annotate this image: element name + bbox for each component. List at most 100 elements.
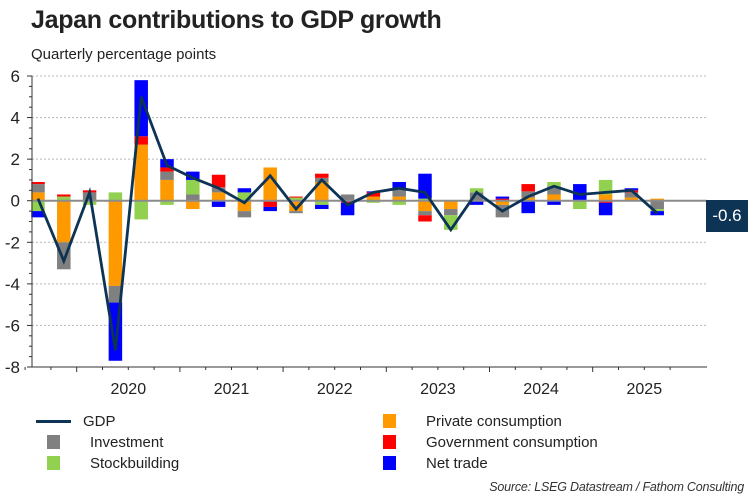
legend-item-private-consumption: Private consumption xyxy=(383,411,562,431)
bar-private-consumption-2022q2 xyxy=(315,182,329,201)
bar-net-trade-2024q4 xyxy=(573,184,587,201)
bar-investment-2022q1 xyxy=(289,211,303,214)
chart-subtitle: Quarterly percentage points xyxy=(31,46,217,63)
bar-stockbuilding-2020q1 xyxy=(82,200,97,205)
bar-government-consumption-2022q3 xyxy=(340,200,355,203)
gdp-latest-value-label: -0.6 xyxy=(706,200,748,232)
bar-stockbuilding-2024q3 xyxy=(547,182,561,187)
bar-government-consumption-2022q2 xyxy=(315,173,329,178)
bar-stockbuilding-2019q3 xyxy=(31,200,45,212)
bar-private-consumption-2025q2 xyxy=(624,197,639,201)
bar-stockbuilding-2022q4 xyxy=(366,200,381,203)
bar-government-consumption-2024q1 xyxy=(495,198,510,201)
bar-government-consumption-2021q2 xyxy=(211,174,226,188)
bar-stockbuilding-2021q1 xyxy=(186,179,200,195)
y-tick-label: -6 xyxy=(5,316,20,335)
bar-private-consumption-2021q1 xyxy=(186,200,200,210)
legend-line-gdp xyxy=(36,419,71,423)
bar-private-consumption-2021q3 xyxy=(237,200,252,212)
bar-government-consumption-2021q4 xyxy=(263,200,277,207)
legend-swatch-government-consumption xyxy=(383,435,396,449)
bar-private-consumption-2021q2 xyxy=(211,192,226,201)
bar-private-consumption-2025q3 xyxy=(650,198,664,201)
bar-private-consumption-2024q1 xyxy=(495,200,510,205)
bar-investment-2021q3 xyxy=(237,211,252,218)
legend-item-net-trade: Net trade xyxy=(383,453,488,473)
bar-government-consumption-2025q1 xyxy=(598,200,613,203)
bar-stockbuilding-2020q3 xyxy=(134,200,148,220)
bar-government-consumption-2023q2 xyxy=(418,215,432,222)
y-tick-label: 6 xyxy=(11,67,20,86)
gdp-line-layer xyxy=(36,96,659,351)
y-tick-label: -4 xyxy=(5,275,20,294)
legend-label: Stockbuilding xyxy=(90,454,180,472)
bar-stockbuilding-2023q4 xyxy=(469,188,484,193)
bar-investment-2020q4 xyxy=(160,171,174,180)
x-tick-label: 2020 xyxy=(111,381,147,398)
bar-net-trade-2025q1 xyxy=(598,202,613,216)
bar-net-trade-2023q1 xyxy=(392,182,406,189)
bar-private-consumption-2023q3 xyxy=(444,200,458,210)
bar-investment-2024q2 xyxy=(521,191,535,198)
y-tick-label: -2 xyxy=(5,233,20,252)
bar-net-trade-2024q1 xyxy=(495,196,510,199)
bar-investment-2021q1 xyxy=(186,194,200,201)
legend-swatch-net-trade xyxy=(383,456,396,470)
y-tick-label: -8 xyxy=(5,358,20,377)
bar-net-trade-2021q3 xyxy=(237,188,252,193)
y-tick-label: 0 xyxy=(11,192,20,211)
x-tick-label: 2023 xyxy=(420,381,456,398)
bar-investment-2023q1 xyxy=(392,188,406,197)
bar-private-consumption-2021q4 xyxy=(263,167,277,201)
bar-government-consumption-2020q4 xyxy=(160,167,174,172)
bar-government-consumption-2019q3 xyxy=(31,182,45,185)
bar-stockbuilding-2019q4 xyxy=(57,196,71,201)
source-note: Source: LSEG Datastream / Fathom Consult… xyxy=(489,480,744,494)
bar-stockbuilding-2025q3 xyxy=(650,209,664,212)
legend-label: Government consumption xyxy=(426,433,598,451)
legend-swatch-private-consumption xyxy=(383,414,396,428)
legend-label: Private consumption xyxy=(426,412,562,430)
x-tick-label: 2025 xyxy=(627,381,663,398)
legend-swatch-investment xyxy=(47,435,60,449)
x-tick-label: 2024 xyxy=(523,381,559,398)
legend-label: Net trade xyxy=(426,454,488,472)
bar-private-consumption-2020q3 xyxy=(134,144,148,201)
bar-stockbuilding-2024q4 xyxy=(573,200,587,210)
gdp-line xyxy=(36,96,659,351)
bar-investment-2019q3 xyxy=(31,184,45,193)
legend-item-government-consumption: Government consumption xyxy=(383,432,598,452)
legend-label: Investment xyxy=(90,433,164,451)
bar-private-consumption-2023q2 xyxy=(418,200,432,212)
bar-private-consumption-2024q3 xyxy=(547,194,561,201)
bar-net-trade-2023q4 xyxy=(469,200,484,205)
bar-private-consumption-2019q4 xyxy=(57,200,71,243)
bar-investment-2022q3 xyxy=(340,194,355,201)
y-tick-label: 2 xyxy=(11,150,20,169)
bar-private-consumption-2022q1 xyxy=(289,200,303,212)
bar-net-trade-2023q2 xyxy=(418,173,432,199)
bar-net-trade-2019q3 xyxy=(31,211,45,218)
bar-government-consumption-2024q2 xyxy=(521,184,535,192)
bar-private-consumption-2022q4 xyxy=(366,196,381,201)
bar-private-consumption-2019q3 xyxy=(31,192,45,201)
bar-net-trade-2021q1 xyxy=(186,171,200,180)
bar-government-consumption-2019q4 xyxy=(57,194,71,197)
bar-net-trade-2024q2 xyxy=(521,200,535,214)
bar-net-trade-2021q2 xyxy=(211,200,226,207)
bar-net-trade-2022q3 xyxy=(340,202,355,216)
bar-private-consumption-2020q4 xyxy=(160,179,174,201)
bars xyxy=(31,80,664,361)
x-tick-label: 2021 xyxy=(214,381,250,398)
bar-stockbuilding-2020q2 xyxy=(108,192,123,201)
bar-investment-2023q4 xyxy=(469,192,484,201)
x-tick-label: 2022 xyxy=(317,381,353,398)
bar-private-consumption-2024q2 xyxy=(521,197,535,201)
bar-net-trade-2024q3 xyxy=(547,200,561,205)
legend-item-investment: Investment xyxy=(47,432,163,452)
bar-stockbuilding-2023q2 xyxy=(418,198,432,201)
axes: 6 4 2 0 -2 -4 -6 -8 2020 2021 2022 2023 2024 2025 xyxy=(5,67,707,398)
bar-private-consumption-2025q1 xyxy=(598,194,613,201)
bar-net-trade-2022q2 xyxy=(315,204,329,210)
bar-government-consumption-2022q4 xyxy=(366,192,381,197)
